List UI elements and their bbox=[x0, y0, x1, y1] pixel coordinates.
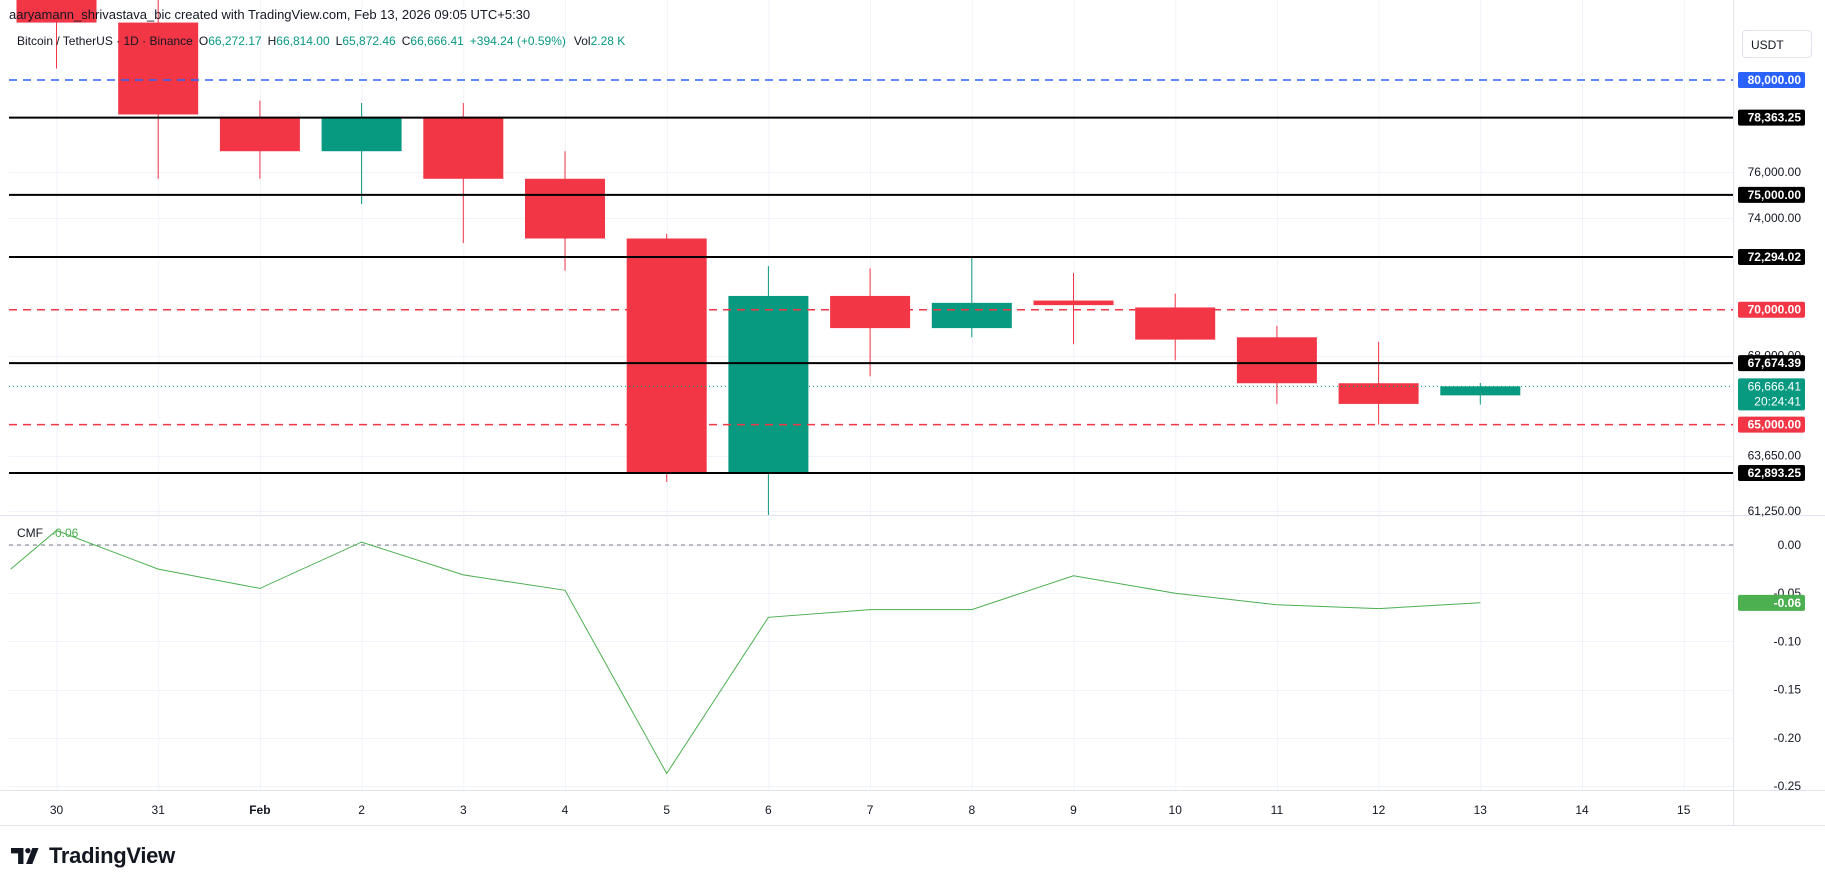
level-price-tag bbox=[1738, 186, 1805, 203]
time-axis-tick-label: 31 bbox=[152, 803, 166, 817]
low-value: 65,872.46 bbox=[342, 34, 396, 48]
candle-body[interactable] bbox=[1135, 307, 1216, 340]
candle-body[interactable] bbox=[423, 116, 504, 179]
candle-body[interactable] bbox=[118, 22, 199, 115]
last-price-tag-label: 66,666.41 bbox=[1748, 379, 1802, 393]
close-value: 66,666.41 bbox=[410, 34, 464, 48]
candle-body[interactable] bbox=[1033, 300, 1114, 306]
candle-body[interactable] bbox=[525, 178, 605, 239]
level-price-tag bbox=[1738, 355, 1805, 372]
cmf-axis-tick-label: -0.20 bbox=[1774, 731, 1802, 745]
tradingview-logo-icon bbox=[11, 848, 39, 864]
tradingview-logo-text: TradingView bbox=[49, 843, 175, 868]
candle-body[interactable] bbox=[830, 295, 911, 329]
candle-body[interactable] bbox=[728, 295, 809, 473]
symbol-legend: Bitcoin / TetherUS · 1D · Binance O 66,27… bbox=[17, 34, 625, 48]
price-axis-tick-label: 61,250.00 bbox=[1748, 504, 1802, 518]
level-price-tag bbox=[1738, 249, 1805, 266]
time-axis-tick-label: 4 bbox=[562, 803, 569, 817]
level-price-tag-label: 78,363.25 bbox=[1748, 111, 1802, 125]
time-axis-tick-label: 8 bbox=[968, 803, 975, 817]
time-axis-tick-label: 2 bbox=[358, 803, 365, 817]
time-axis-tick-label: 13 bbox=[1474, 803, 1488, 817]
cmf-value: -0.06 bbox=[51, 526, 79, 540]
candle-body[interactable] bbox=[626, 238, 707, 473]
high-label: H bbox=[267, 34, 277, 48]
level-price-tag bbox=[1738, 465, 1805, 481]
cmf-line[interactable] bbox=[10, 529, 1481, 775]
time-axis-tick-label: 6 bbox=[765, 803, 772, 817]
attribution-text: aaryamann_shrivastava_bic created with T… bbox=[9, 7, 531, 22]
countdown-label: 20:24:41 bbox=[1754, 394, 1801, 408]
low-label: L bbox=[335, 34, 343, 48]
price-pane[interactable] bbox=[16, 0, 1521, 526]
high-value: 66,814.00 bbox=[276, 34, 330, 48]
level-price-tag-label: 72,294.02 bbox=[1748, 250, 1802, 264]
price-axis-tick-label: 74,000.00 bbox=[1748, 211, 1802, 225]
level-price-tag-label: 67,674.39 bbox=[1748, 356, 1802, 370]
level-price-tag-label: 80,000.00 bbox=[1748, 73, 1802, 87]
open-value: 66,272.17 bbox=[208, 34, 262, 48]
cmf-axis-tick-label: -0.25 bbox=[1774, 779, 1802, 793]
candle-body[interactable] bbox=[16, 0, 97, 23]
price-axis-tick-label: 76,000.00 bbox=[1748, 165, 1802, 179]
time-axis-tick-label: 3 bbox=[460, 803, 467, 817]
price-axis-tick-label: 63,650.00 bbox=[1748, 449, 1802, 463]
last-price-tag bbox=[1738, 378, 1805, 411]
time-axis-tick-label: 5 bbox=[663, 803, 670, 817]
tradingview-logo[interactable]: TradingView bbox=[11, 843, 175, 869]
time-axis-tick-label: 9 bbox=[1070, 803, 1077, 817]
time-axis-tick-label: 30 bbox=[50, 803, 64, 817]
cmf-value-tag bbox=[1738, 594, 1805, 611]
candle-body[interactable] bbox=[931, 302, 1012, 329]
level-price-tag bbox=[1738, 109, 1805, 126]
level-price-tag-label: 62,893.25 bbox=[1748, 466, 1802, 480]
cmf-pane[interactable] bbox=[9, 529, 1733, 775]
currency-button[interactable]: USDT bbox=[1742, 30, 1812, 58]
candle-body[interactable] bbox=[1440, 386, 1521, 396]
cmf-axis-tick-label: -0.15 bbox=[1774, 683, 1802, 697]
level-price-tag-label: 75,000.00 bbox=[1748, 188, 1802, 202]
cmf-axis-tick-label: -0.10 bbox=[1774, 634, 1802, 648]
close-label: C bbox=[401, 34, 411, 48]
time-axis-tick-label: 15 bbox=[1677, 803, 1691, 817]
time-axis-tick-label: Feb bbox=[249, 803, 270, 817]
cmf-value-tag-label: -0.06 bbox=[1774, 596, 1802, 610]
volume-value: 2.28 K bbox=[590, 34, 626, 48]
volume-label: Vol bbox=[573, 34, 591, 48]
time-axis-tick-label: 11 bbox=[1271, 803, 1284, 817]
time-axis-tick-label: 12 bbox=[1372, 803, 1386, 817]
level-price-tag-label: 65,000.00 bbox=[1748, 418, 1802, 432]
symbol-name[interactable]: Bitcoin / TetherUS · 1D · Binance bbox=[17, 34, 193, 48]
level-price-tag bbox=[1738, 301, 1805, 318]
level-price-tag bbox=[1738, 416, 1805, 433]
time-axis-tick-label: 14 bbox=[1575, 803, 1589, 817]
candle-body[interactable] bbox=[321, 116, 402, 152]
level-price-tag-label: 70,000.00 bbox=[1748, 303, 1802, 317]
time-axis-tick-label: 10 bbox=[1169, 803, 1183, 817]
open-label: O bbox=[198, 34, 209, 48]
cmf-name[interactable]: CMF bbox=[17, 526, 43, 540]
cmf-axis-tick-label: 0.00 bbox=[1778, 538, 1802, 552]
cmf-legend: CMF -0.06 bbox=[17, 526, 78, 540]
change-value: +394.24 (+0.59%) bbox=[469, 34, 566, 48]
candle-body[interactable] bbox=[219, 116, 300, 152]
candle-body[interactable] bbox=[1236, 337, 1317, 384]
level-price-tag bbox=[1738, 72, 1805, 88]
candle-body[interactable] bbox=[1338, 383, 1419, 404]
time-axis-tick-label: 7 bbox=[867, 803, 874, 817]
